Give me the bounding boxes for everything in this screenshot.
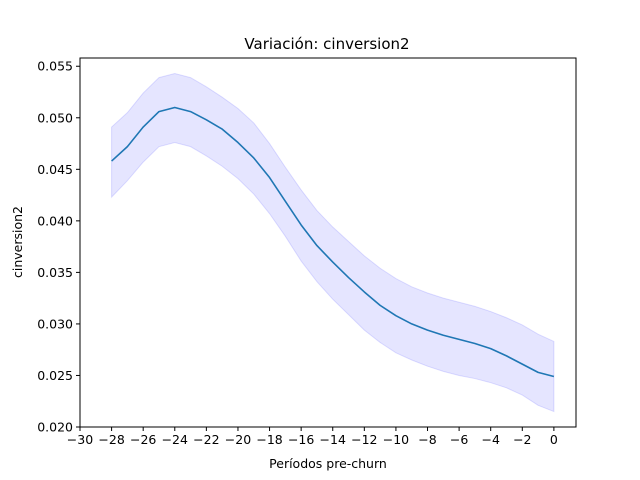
y-tick-label: 0.045: [37, 162, 73, 177]
x-tick-label: −24: [162, 432, 188, 447]
series-line: [111, 106, 555, 378]
y-tick-label: 0.040: [37, 213, 73, 228]
x-tick-label: −12: [351, 432, 377, 447]
plot-frame: [79, 57, 577, 428]
x-axis: −30 −28 −26 −24 −22 −20 −18 −16 −14 −12 −10 −8 −6 −4−…: [67, 427, 558, 447]
y-axis: 0.020 0.025 0.030 0.035 0.040 0.045 0.050 0.055: [37, 59, 80, 435]
y-tick-label: 0.035: [37, 265, 73, 280]
y-tick-label: 0.055: [37, 59, 73, 74]
x-tick-label: 0: [550, 432, 558, 447]
x-tick-label: −16: [288, 432, 314, 447]
plot-area: [111, 72, 555, 413]
x-tick-label: −14: [320, 432, 346, 447]
x-tick-label: −30: [67, 432, 93, 447]
x-tick-label: −18: [256, 432, 282, 447]
y-tick-label: 0.050: [37, 110, 73, 125]
x-tick-label: −8: [418, 432, 436, 447]
x-tick-label: −28: [98, 432, 124, 447]
chart-title: Variación: cinversion2: [244, 35, 409, 53]
confidence-band: [111, 72, 555, 413]
y-axis-label: cinversion2: [10, 206, 25, 278]
x-tick-label: −10: [383, 432, 409, 447]
x-tick-label: −2: [513, 432, 531, 447]
y-tick-label: 0.020: [37, 420, 73, 435]
x-tick-label: −4: [481, 432, 499, 447]
x-tick-label: −6: [450, 432, 468, 447]
x-tick-label: −22: [193, 432, 219, 447]
x-tick-label: −26: [130, 432, 156, 447]
y-tick-label: 0.030: [37, 316, 73, 331]
x-tick-label: −20: [225, 432, 251, 447]
x-axis-label: Períodos pre-churn: [269, 456, 387, 471]
y-tick-label: 0.025: [37, 368, 73, 383]
